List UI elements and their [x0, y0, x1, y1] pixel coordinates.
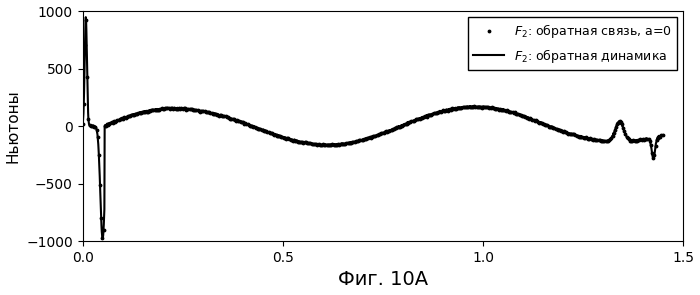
X-axis label: Фиг. 10А: Фиг. 10А [338, 271, 428, 289]
Line: $F_2$: обратная динамика: $F_2$: обратная динамика [83, 17, 664, 238]
$F_2$: обратная связь, а=0: (0.668, -140): обратная связь, а=0: (0.668, -140) [346, 140, 354, 144]
$F_2$: обратная динамика: (0.707, -111): обратная динамика: (0.707, -111) [361, 137, 370, 141]
$F_2$: обратная динамика: (1.41, -111): обратная динамика: (1.41, -111) [643, 137, 651, 141]
$F_2$: обратная связь, а=0: (0.0754, 29.4): обратная связь, а=0: (0.0754, 29.4) [108, 121, 117, 124]
$F_2$: обратная динамика: (0, 12.8): обратная динамика: (0, 12.8) [78, 123, 87, 127]
$F_2$: обратная связь, а=0: (0.00798, 954): обратная связь, а=0: (0.00798, 954) [82, 14, 90, 18]
$F_2$: обратная связь, а=0: (1.41, -110): обратная связь, а=0: (1.41, -110) [643, 137, 651, 140]
Legend: $F_2$: обратная связь, а=0, $F_2$: обратная динамика: $F_2$: обратная связь, а=0, $F_2$: обрат… [468, 17, 677, 70]
$F_2$: обратная динамика: (1.45, -82.5): обратная динамика: (1.45, -82.5) [659, 134, 668, 137]
$F_2$: обратная связь, а=0: (1.41, -112): обратная связь, а=0: (1.41, -112) [643, 137, 651, 141]
$F_2$: обратная динамика: (0.668, -148): обратная динамика: (0.668, -148) [346, 141, 354, 145]
$F_2$: обратная связь, а=0: (1.45, -84): обратная связь, а=0: (1.45, -84) [659, 134, 668, 137]
$F_2$: обратная связь, а=0: (1.14, 28.9): обратная связь, а=0: (1.14, 28.9) [536, 121, 545, 124]
$F_2$: обратная связь, а=0: (0.707, -106): обратная связь, а=0: (0.707, -106) [361, 137, 370, 140]
$F_2$: обратная динамика: (0.0501, -976): обратная динамика: (0.0501, -976) [99, 237, 107, 240]
$F_2$: обратная динамика: (0.00798, 947): обратная динамика: (0.00798, 947) [82, 15, 90, 19]
Line: $F_2$: обратная связь, а=0: $F_2$: обратная связь, а=0 [80, 14, 666, 241]
Y-axis label: Ньютоны: Ньютоны [6, 89, 20, 163]
$F_2$: обратная связь, а=0: (0.0501, -980): обратная связь, а=0: (0.0501, -980) [99, 237, 107, 241]
$F_2$: обратная динамика: (1.14, 31.1): обратная динамика: (1.14, 31.1) [536, 121, 545, 124]
$F_2$: обратная динамика: (0.0754, 37.5): обратная динамика: (0.0754, 37.5) [108, 120, 117, 124]
$F_2$: обратная динамика: (1.41, -109): обратная динамика: (1.41, -109) [643, 137, 651, 140]
$F_2$: обратная связь, а=0: (0, 22.7): обратная связь, а=0: (0, 22.7) [78, 122, 87, 125]
